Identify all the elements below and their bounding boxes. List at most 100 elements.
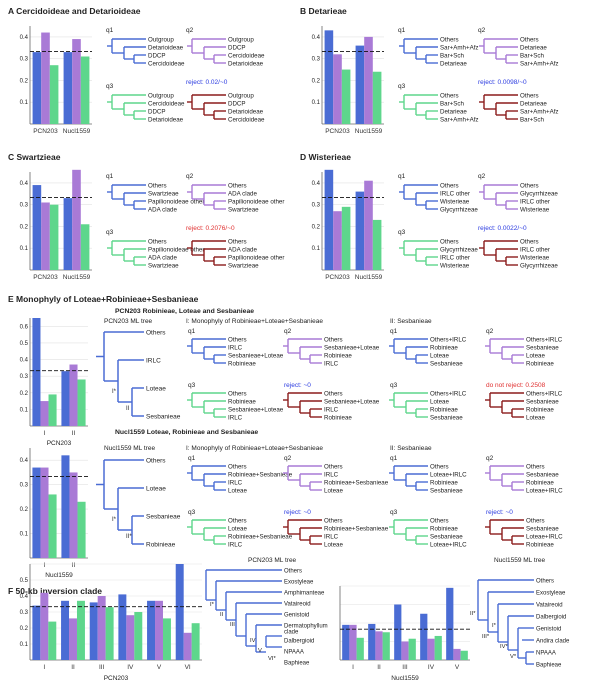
bar-F-PCN203-II-s2 xyxy=(69,618,77,660)
y-tick-label: 0.2 xyxy=(20,626,29,632)
panel-title: F 50-kb inversion clade xyxy=(8,586,102,596)
quartet-label: q3 xyxy=(188,509,196,516)
tip-label: Sar+Amh+Afz xyxy=(520,60,559,67)
x-tick-label: II xyxy=(377,664,381,671)
x-tick-label: PCN203 xyxy=(325,128,350,135)
tip-label: Loteae xyxy=(324,541,343,548)
tip-label: Robinieae+Sesbanieae xyxy=(228,533,293,540)
bar-E-PCN203-I-s3 xyxy=(48,394,57,426)
bar-D-Nucl1559-s1 xyxy=(355,191,365,270)
node-label: V* xyxy=(510,654,517,660)
bar-F-PCN203-VI-s2 xyxy=(183,632,192,660)
tip-label: Robinieae xyxy=(430,406,458,413)
tip-label: IRLC xyxy=(146,358,161,365)
tip-label: Others xyxy=(146,330,166,337)
panel-title: B Detarieae xyxy=(300,6,347,16)
bar-A-Nucl1559-s3 xyxy=(80,56,90,124)
node-label: II xyxy=(126,406,130,412)
quartet-label: q1 xyxy=(398,173,406,180)
tip-label: Detarieae xyxy=(440,108,467,115)
tip-label: Others xyxy=(440,36,459,43)
node-label: I* xyxy=(210,602,215,608)
node-label: III xyxy=(230,622,235,628)
tip-label: Sar+Amh+Afz xyxy=(440,44,479,51)
y-tick-label: 0.3 xyxy=(20,57,29,63)
tip-label: Sesbanieae+Loteae xyxy=(324,344,380,351)
tip-label: Loteae xyxy=(146,486,166,493)
bar-E-PCN203-II-s2 xyxy=(69,364,78,426)
tip-label: Baphieae xyxy=(536,662,562,668)
bar-F-PCN203-I-s2 xyxy=(40,592,49,660)
tip-label: Sesbanieae xyxy=(430,360,463,367)
tip-label: IRLC xyxy=(228,344,243,351)
tip-label: Robinieae xyxy=(526,541,554,548)
bar-E-Nucl1559-II-s1 xyxy=(61,455,70,558)
panel-title: C Swartzieae xyxy=(8,152,61,162)
tip-label: IRLC xyxy=(228,479,243,486)
tip-label: NPAAA xyxy=(536,650,556,656)
tip-label: Others xyxy=(430,517,449,524)
node-label: III* xyxy=(482,634,490,640)
y-tick-label: 0.4 xyxy=(312,35,321,41)
panel-subtitle: Nucl1559 Loteae, Robinieae and Sesbaniea… xyxy=(115,429,258,436)
x-axis-title: Nucl1559 xyxy=(45,572,73,579)
tip-label: Others xyxy=(228,463,247,470)
bar-F-Nucl1559-IV-s1 xyxy=(420,613,428,660)
bar-E-PCN203-I-s1 xyxy=(32,318,41,426)
x-axis-title: Nucl1559 xyxy=(391,675,419,682)
node-label: VI* xyxy=(268,656,276,662)
bar-F-PCN203-IV-s1 xyxy=(118,594,127,660)
quartet-label: q2 xyxy=(284,455,292,462)
panel-title: E Monophyly of Loteae+Robinieae+Sesbanie… xyxy=(8,294,199,304)
tip-label: Loteae+IRLC xyxy=(526,533,563,540)
hypothesis-title: I: Monophyly of Robinieae+Loteae+Sesbani… xyxy=(186,445,323,452)
bar-F-PCN203-VI-s1 xyxy=(175,564,184,660)
y-tick-label: 0.4 xyxy=(20,458,29,464)
tip-label: Sar+Amh+Afz xyxy=(520,108,559,115)
y-tick-label: 0.2 xyxy=(20,224,29,230)
tip-label: Bar+Sch xyxy=(520,52,544,59)
tip-label: Genistoid xyxy=(284,612,309,618)
tip-label: Robinieae xyxy=(228,360,256,367)
quartet-label: q2 xyxy=(478,173,486,180)
bar-F-Nucl1559-I-s2 xyxy=(349,624,357,660)
bar-F-Nucl1559-V-s3 xyxy=(460,650,468,660)
tip-label: ADA clade xyxy=(148,206,177,213)
tip-label: Dalbergioid xyxy=(536,614,566,620)
bar-B-Nucl1559-s2 xyxy=(364,36,373,125)
tip-label: Loteae xyxy=(526,352,545,359)
tip-label: Swartzieae xyxy=(228,206,259,213)
tip-label: Outgroup xyxy=(228,36,254,43)
tip-label: Bar+Sch xyxy=(440,100,464,107)
tip-label: Outgroup xyxy=(148,92,174,99)
reject-text: reject: 0.2076/~0 xyxy=(186,225,235,232)
bar-F-Nucl1559-III-s3 xyxy=(408,638,416,660)
y-tick-label: 0.3 xyxy=(312,57,321,63)
tip-label: Robinieae+Sesbanieae xyxy=(324,525,389,532)
y-tick-label: 0.2 xyxy=(20,391,29,397)
bar-E-PCN203-II-s1 xyxy=(61,371,70,426)
tip-label: Others xyxy=(440,92,459,99)
bar-F-PCN203-IV-s2 xyxy=(126,615,135,660)
tip-label: Sesbanieae xyxy=(430,414,463,421)
reject-text: reject: 0.0022/~0 xyxy=(478,225,527,232)
x-tick-label: I xyxy=(44,430,46,437)
tree-title: Nucl1559 ML tree xyxy=(494,557,545,564)
tip-label: Others xyxy=(228,390,247,397)
tip-label: Detarioideae xyxy=(148,116,184,123)
bar-C-PCN203-s2 xyxy=(41,202,50,270)
tip-label: Others xyxy=(520,238,539,245)
tip-label: IRLC other xyxy=(520,246,550,253)
bar-C-Nucl1559-s2 xyxy=(72,169,81,270)
bar-F-Nucl1559-I-s1 xyxy=(342,624,350,660)
quartet-label: q3 xyxy=(106,83,114,90)
bar-F-PCN203-V-s1 xyxy=(147,600,156,660)
bar-F-PCN203-I-s1 xyxy=(32,605,41,660)
bar-C-PCN203-s3 xyxy=(49,204,59,270)
tip-label: Others xyxy=(520,182,539,189)
x-tick-label: Nucl1559 xyxy=(63,128,91,135)
x-tick-label: I xyxy=(43,664,45,671)
y-tick-label: 0.1 xyxy=(312,100,321,106)
tip-label: IRLC xyxy=(324,360,339,367)
